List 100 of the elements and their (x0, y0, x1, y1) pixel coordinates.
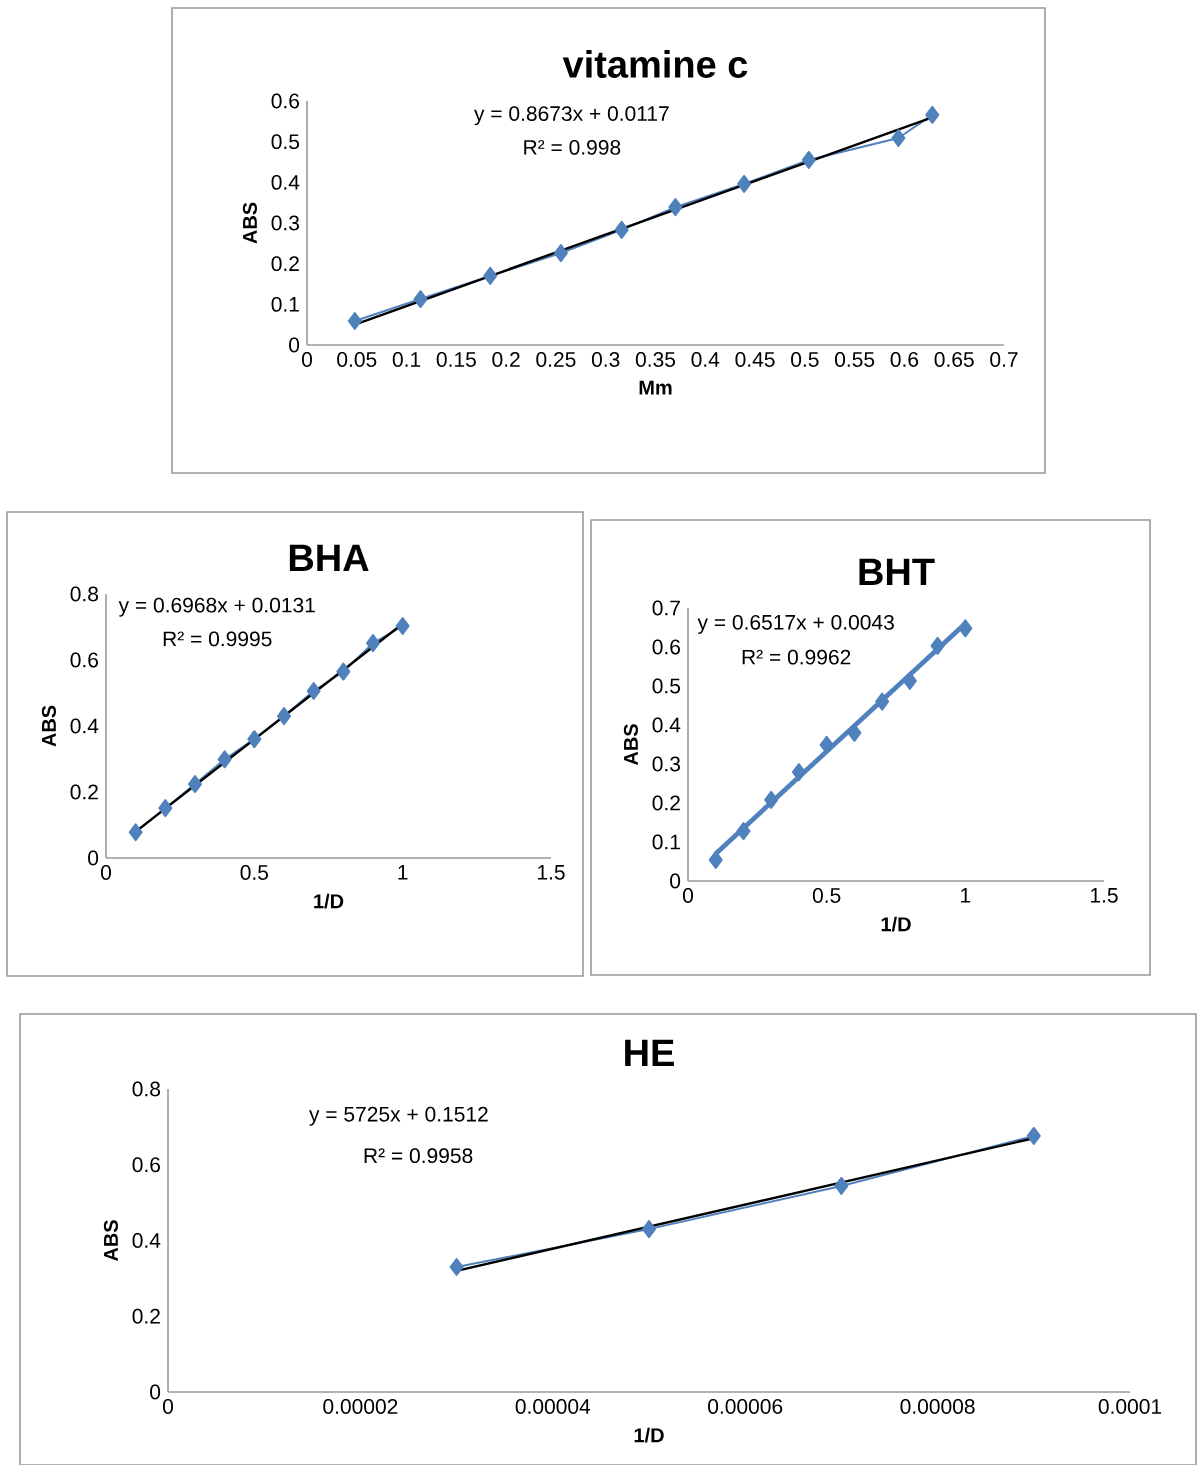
y-axis-title: ABS (41, 705, 56, 747)
y-tick-label: 0.6 (652, 639, 681, 655)
point (1026, 1126, 1041, 1145)
y-tick-label: 0.8 (132, 1081, 161, 1097)
y-tick-label: 0.2 (132, 1308, 160, 1324)
x-tick-label: 0.3 (591, 352, 620, 367)
x-tick-label: 0 (682, 888, 694, 903)
chart-title: BHA (289, 544, 369, 571)
annotation: y = 0.6517x + 0.0043 (697, 614, 894, 634)
x-tick-label: 0.0001 (1098, 1399, 1162, 1414)
annotation: R² = 0.9962 (742, 649, 851, 665)
x-tick-label: 0.15 (436, 352, 476, 367)
point (791, 763, 806, 782)
y-tick-label: 0.2 (652, 795, 680, 811)
x-tick-label: 0.00008 (900, 1399, 975, 1414)
point (395, 617, 410, 636)
point (158, 799, 173, 818)
point (930, 636, 945, 655)
y-tick-label: 0.6 (132, 1157, 161, 1173)
y-tick-label: 0 (289, 337, 300, 353)
point (736, 822, 751, 841)
point (128, 823, 143, 842)
x-tick-label: 0 (162, 1399, 174, 1414)
y-tick-label: 0.2 (70, 784, 98, 800)
x-tick-label: 0.05 (337, 352, 377, 367)
point (553, 244, 568, 263)
point (483, 266, 498, 285)
point (834, 1176, 849, 1195)
y-tick-label: 0.8 (70, 586, 99, 602)
y-tick-label: 0.3 (652, 756, 681, 772)
x-tick-label: 1 (398, 865, 408, 880)
point (875, 692, 890, 711)
x-tick-label: 0.65 (934, 352, 974, 367)
point (306, 682, 321, 701)
point (336, 662, 351, 681)
x-tick-label: 0.35 (635, 352, 676, 367)
point (247, 730, 262, 749)
x-tick-label: 0.00006 (708, 1399, 783, 1414)
x-tick-label: 1.5 (538, 865, 565, 880)
x-tick-label: 0.5 (791, 352, 819, 367)
y-tick-label: 0.2 (271, 256, 299, 272)
annotation: y = 0.8673x + 0.0117 (474, 106, 669, 126)
y-tick-label: 0.3 (271, 215, 300, 231)
y-tick-label: 0.4 (132, 1233, 161, 1248)
point (737, 174, 752, 193)
y-tick-label: 0.1 (652, 834, 680, 850)
y-tick-label: 0.1 (271, 296, 299, 312)
x-axis-title: Mm (639, 380, 672, 395)
point (413, 290, 428, 309)
x-tick-label: 0.5 (812, 888, 841, 903)
x-tick-label: 0.6 (890, 352, 919, 367)
x-tick-label: 1 (961, 888, 971, 903)
annotation: R² = 0.9958 (364, 1148, 473, 1164)
y-tick-label: 0.4 (70, 718, 99, 734)
point (925, 105, 940, 124)
y-tick-label: 0.6 (70, 652, 99, 668)
y-axis-title: ABS (103, 1220, 118, 1262)
y-axis-title: ABS (242, 202, 257, 244)
point (764, 790, 779, 809)
chart-title: HE (625, 1039, 674, 1066)
x-tick-label: 0.00004 (515, 1399, 591, 1414)
point (347, 312, 362, 330)
x-axis-title: 1/D (634, 1427, 664, 1443)
point (958, 619, 973, 638)
point (366, 634, 380, 653)
point (801, 150, 816, 169)
y-tick-label: 0 (150, 1384, 161, 1400)
x-tick-label: 0.45 (735, 352, 775, 367)
x-tick-label: 0.1 (392, 352, 421, 367)
y-axis-title: ABS (623, 724, 639, 766)
annotation: R² = 0.998 (524, 139, 621, 155)
x-tick-label: 0 (100, 865, 112, 880)
annotation: y = 0.6968x + 0.0131 (118, 597, 315, 617)
y-tick-label: 0.7 (652, 600, 680, 616)
y-tick-label: 0.5 (271, 134, 300, 150)
point (902, 671, 917, 690)
point (708, 850, 723, 869)
x-tick-label: 0 (301, 352, 313, 367)
x-tick-label: 0.00002 (323, 1399, 398, 1414)
annotation: y = 5725x + 0.1512 (309, 1106, 488, 1126)
x-axis-title: 1/D (314, 893, 344, 909)
x-tick-label: 0.55 (835, 352, 875, 367)
y-tick-label: 0.6 (271, 93, 300, 109)
y-tick-label: 0.5 (652, 678, 681, 694)
x-tick-label: 0.4 (691, 352, 720, 367)
point (642, 1220, 657, 1239)
point (217, 750, 232, 769)
x-tick-label: 1.5 (1091, 888, 1118, 903)
y-tick-label: 0 (88, 850, 99, 866)
point (277, 707, 291, 726)
point (449, 1258, 464, 1277)
point (891, 129, 906, 147)
point (614, 220, 629, 239)
x-tick-label: 0.7 (990, 352, 1018, 367)
y-tick-label: 0.4 (652, 717, 681, 733)
x-tick-label: 0.2 (492, 352, 520, 367)
point (668, 198, 683, 217)
x-tick-label: 0.25 (536, 352, 576, 367)
y-tick-label: 0.4 (271, 174, 300, 190)
chart-title: BHT (859, 558, 935, 585)
